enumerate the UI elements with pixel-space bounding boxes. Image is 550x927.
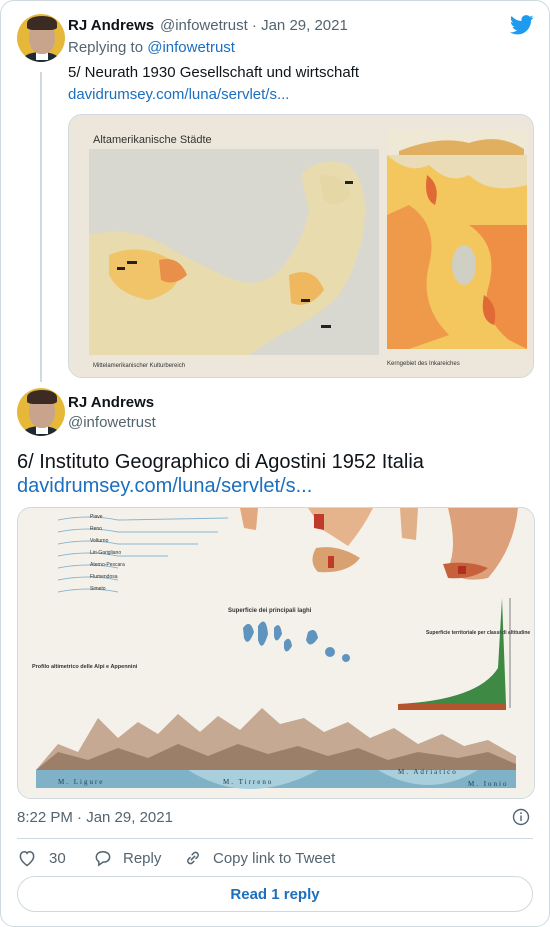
tweet-link[interactable]: davidrumsey.com/luna/servlet/s...	[17, 475, 313, 497]
map1-title: Altamerikanische Städte	[93, 134, 212, 146]
read-reply-button[interactable]: Read 1 reply	[17, 876, 533, 912]
river-label: Simeto	[90, 586, 106, 592]
tweet-text: 6/ Instituto Geographico di Agostini 195…	[17, 451, 424, 473]
map1-caption-right: Kerngebiet des Inkareiches	[387, 361, 460, 367]
like-count: 30	[49, 849, 66, 867]
replying-to: Replying to @infowetrust	[68, 39, 235, 56]
italia-map-graphic: Piave Reno Volturno Liri-Garigliano Ater…	[18, 508, 534, 798]
thread-line	[40, 72, 42, 382]
author-handle[interactable]: @infowetrust	[68, 414, 156, 431]
divider	[17, 838, 533, 839]
river-label: Volturno	[90, 538, 109, 544]
neurath-map-graphic: Altamerikanische Städte Mittelamerikanis…	[69, 115, 533, 377]
avatar[interactable]	[17, 388, 65, 436]
sea-label: M. Ligure	[58, 778, 104, 786]
profile-title: Profilo altimetrico delle Alpi e Appenni…	[32, 664, 138, 670]
author-name[interactable]: RJ Andrews	[68, 394, 155, 411]
sea-label: M. Ionio	[468, 780, 509, 788]
tweet-image-neurath-map[interactable]: Altamerikanische Städte Mittelamerikanis…	[68, 114, 534, 378]
river-label: Liri-Garigliano	[90, 550, 121, 556]
copy-link-label: Copy link to Tweet	[213, 849, 336, 867]
river-label: Piave	[90, 514, 103, 520]
river-label: Reno	[90, 526, 102, 532]
replying-prefix: Replying to	[68, 39, 148, 56]
replying-handle-link[interactable]: @infowetrust	[147, 39, 235, 56]
like-button[interactable]: 30	[17, 848, 66, 868]
twitter-bird-icon[interactable]	[510, 14, 534, 36]
reply-icon	[95, 850, 111, 867]
link-icon	[187, 851, 199, 865]
sea-label: M. Adriatico	[398, 768, 458, 776]
river-label: Flumendosa	[90, 574, 118, 580]
river-label: Aterno-Pescara	[90, 562, 125, 568]
info-icon[interactable]	[512, 808, 530, 826]
lakes-title: Superficie dei principali laghi	[228, 608, 312, 614]
reply-label: Reply	[123, 849, 162, 867]
tweet-timestamp[interactable]: 8:22 PM · Jan 29, 2021	[17, 809, 173, 826]
sea-label: M. Tirreno	[223, 778, 273, 786]
tweet-image-italia-map[interactable]: Piave Reno Volturno Liri-Garigliano Ater…	[17, 507, 535, 799]
handle-date[interactable]: @infowetrust · Jan 29, 2021	[160, 17, 348, 34]
tweet-text: 5/ Neurath 1930 Gesellschaft und wirtsch…	[68, 64, 359, 81]
tweet-link[interactable]: davidrumsey.com/luna/servlet/s...	[68, 86, 290, 103]
copy-link-button[interactable]: Copy link to Tweet	[183, 848, 335, 868]
avatar[interactable]	[17, 14, 65, 62]
heart-icon	[19, 850, 35, 867]
territory-title: Superficie territoriale per classi di al…	[426, 630, 530, 636]
author-name[interactable]: RJ Andrews	[68, 17, 155, 34]
map1-caption-left: Mittelamerikanischer Kulturbereich	[93, 363, 185, 369]
reply-button[interactable]: Reply	[93, 848, 161, 868]
